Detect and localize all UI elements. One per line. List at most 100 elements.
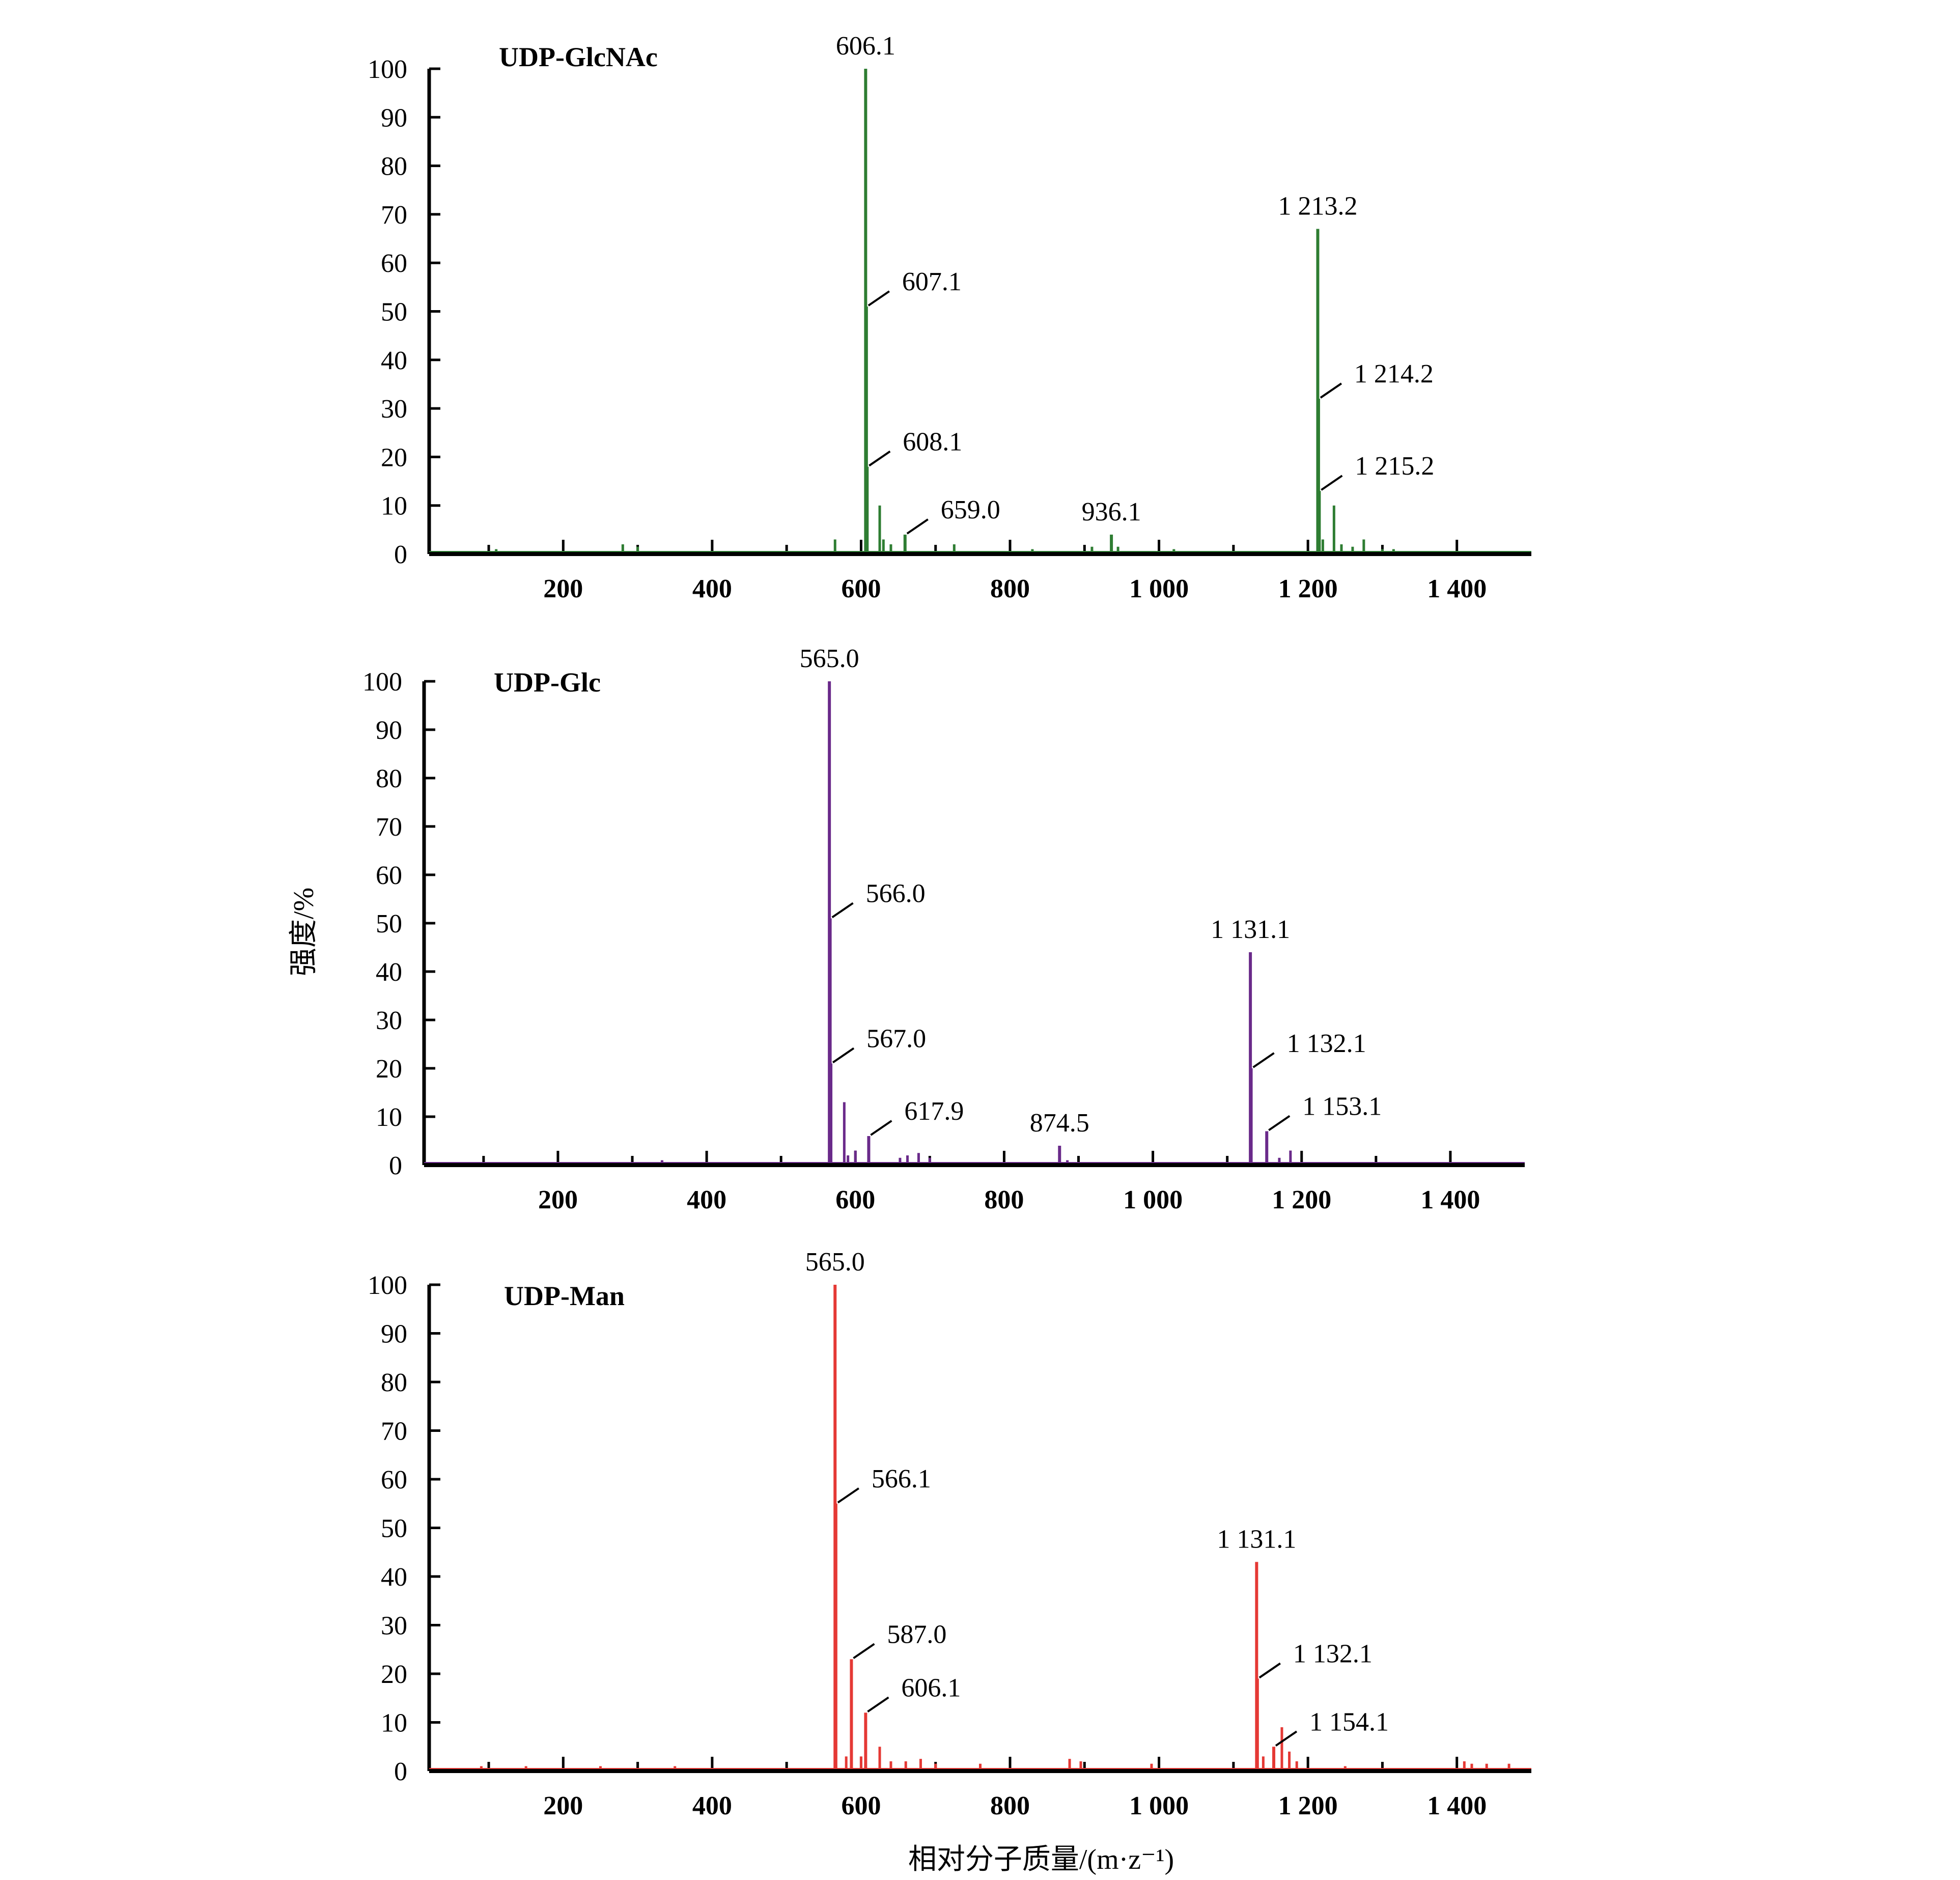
panel-title: UDP-Man — [504, 1281, 625, 1311]
y-tick-label: 90 — [376, 716, 402, 745]
x-tick-label: 600 — [835, 1185, 875, 1214]
y-tick-label: 30 — [381, 395, 407, 424]
peak-label: 1 213.2 — [1278, 191, 1357, 220]
x-tick-label: 1 200 — [1272, 1185, 1331, 1214]
y-tick-label: 0 — [389, 1151, 402, 1180]
peak-leader-line — [1320, 382, 1342, 399]
x-tick-label: 400 — [692, 1791, 732, 1820]
peak-leader-line — [1252, 1052, 1275, 1068]
panel-title: UDP-GlcNAc — [499, 42, 658, 72]
spectrum-panel-2: UDP-Glc 0 10 20 30 40 50 60 70 80 90 100 200 400 600 80… — [362, 644, 1525, 1214]
y-tick-label: 60 — [381, 1466, 407, 1495]
x-tick-label: 1 400 — [1427, 574, 1487, 603]
y-tick-label: 40 — [381, 1563, 407, 1592]
peak-leader-line — [870, 1120, 892, 1136]
x-tick-label: 1 200 — [1278, 574, 1338, 603]
y-tick-label: 80 — [376, 764, 402, 793]
spectrum-panel-1: UDP-GlcNAc 0 10 20 30 40 50 60 70 80 90 100 200 400 60… — [368, 32, 1531, 603]
x-tick-label: 600 — [841, 574, 881, 603]
x-tick-label: 400 — [692, 574, 732, 603]
peak-label: 565.0 — [805, 1248, 865, 1277]
y-tick-label: 100 — [362, 668, 402, 697]
peak-leader-line — [1268, 1115, 1291, 1131]
y-axis-title: 强度/% — [288, 888, 320, 976]
peak-label: 566.1 — [872, 1464, 931, 1494]
peak-label: 587.0 — [887, 1620, 946, 1649]
y-tick-label: 30 — [381, 1612, 407, 1641]
y-tick-label: 100 — [368, 1271, 407, 1300]
y-tick-label: 20 — [381, 1660, 407, 1689]
peak-label: 1 153.1 — [1302, 1092, 1382, 1121]
y-tick-label: 0 — [394, 1757, 407, 1786]
x-tick-label: 200 — [538, 1185, 578, 1214]
y-tick-label: 70 — [381, 201, 407, 230]
x-tick-label: 1 000 — [1129, 574, 1189, 603]
peak-label: 1 214.2 — [1354, 360, 1434, 389]
peak-label: 1 132.1 — [1287, 1029, 1366, 1058]
y-tick-label: 80 — [381, 152, 407, 181]
x-tick-label: 800 — [990, 1791, 1030, 1820]
y-tick-label: 100 — [368, 55, 407, 84]
y-tick-label: 80 — [381, 1368, 407, 1397]
peak-leader-line — [1275, 1730, 1298, 1747]
peak-label: 1 131.1 — [1217, 1525, 1296, 1554]
y-tick-label: 20 — [381, 443, 407, 472]
y-tick-label: 40 — [381, 346, 407, 375]
y-tick-label: 90 — [381, 103, 407, 132]
x-tick-label: 1 000 — [1129, 1791, 1189, 1820]
peak-leader-line — [837, 1487, 859, 1504]
peak-leader-line — [867, 290, 890, 307]
spectrum-panel-3: UDP-Man 0 10 20 30 40 50 60 70 80 90 100 200 400 600 80… — [368, 1248, 1531, 1820]
y-tick-label: 70 — [376, 813, 402, 842]
peak-label: 874.5 — [1030, 1109, 1089, 1138]
x-tick-label: 1 400 — [1420, 1185, 1480, 1214]
peak-label: 607.1 — [902, 267, 962, 296]
x-tick-label: 200 — [543, 1791, 583, 1820]
y-tick-label: 50 — [381, 1514, 407, 1543]
y-tick-label: 10 — [381, 492, 407, 521]
peak-leader-line — [831, 902, 854, 919]
peak-label: 617.9 — [904, 1097, 964, 1126]
peak-label: 566.0 — [866, 879, 926, 908]
peak-label: 1 154.1 — [1309, 1707, 1389, 1736]
y-tick-label: 70 — [381, 1417, 407, 1446]
panel-title: UDP-Glc — [494, 667, 601, 698]
y-tick-label: 60 — [376, 861, 402, 890]
x-axis-title: 相对分子质量/(m·z⁻¹) — [908, 1844, 1174, 1875]
peak-label: 608.1 — [903, 427, 962, 456]
x-tick-label: 1 400 — [1427, 1791, 1487, 1820]
peak-label: 606.1 — [901, 1673, 961, 1702]
peak-leader-line — [906, 518, 929, 535]
peak-leader-line — [853, 1643, 875, 1660]
y-tick-label: 50 — [376, 909, 402, 938]
peak-label: 606.1 — [836, 32, 895, 61]
peak-leader-line — [869, 450, 891, 467]
peak-leader-line — [1321, 475, 1343, 491]
y-tick-label: 50 — [381, 298, 407, 327]
peak-label: 1 215.2 — [1355, 452, 1434, 481]
x-tick-label: 600 — [841, 1791, 881, 1820]
x-tick-label: 1 000 — [1123, 1185, 1183, 1214]
peak-label: 1 131.1 — [1211, 915, 1290, 944]
x-tick-label: 800 — [990, 574, 1030, 603]
peak-label: 567.0 — [866, 1025, 926, 1054]
y-tick-label: 40 — [376, 958, 402, 987]
peak-label: 659.0 — [941, 495, 1000, 524]
peak-leader-line — [867, 1696, 889, 1713]
x-tick-label: 800 — [984, 1185, 1024, 1214]
y-tick-label: 0 — [394, 540, 407, 569]
x-tick-label: 1 200 — [1278, 1791, 1338, 1820]
peak-label: 565.0 — [800, 644, 859, 673]
x-tick-label: 400 — [687, 1185, 726, 1214]
peak-label: 936.1 — [1082, 497, 1141, 527]
peak-label: 1 132.1 — [1293, 1640, 1373, 1669]
peak-leader-line — [832, 1047, 855, 1064]
y-tick-label: 20 — [376, 1055, 402, 1084]
peak-leader-line — [1258, 1662, 1281, 1679]
y-tick-label: 10 — [376, 1103, 402, 1132]
y-tick-label: 30 — [376, 1006, 402, 1035]
y-tick-label: 60 — [381, 249, 407, 278]
x-tick-label: 200 — [543, 574, 583, 603]
